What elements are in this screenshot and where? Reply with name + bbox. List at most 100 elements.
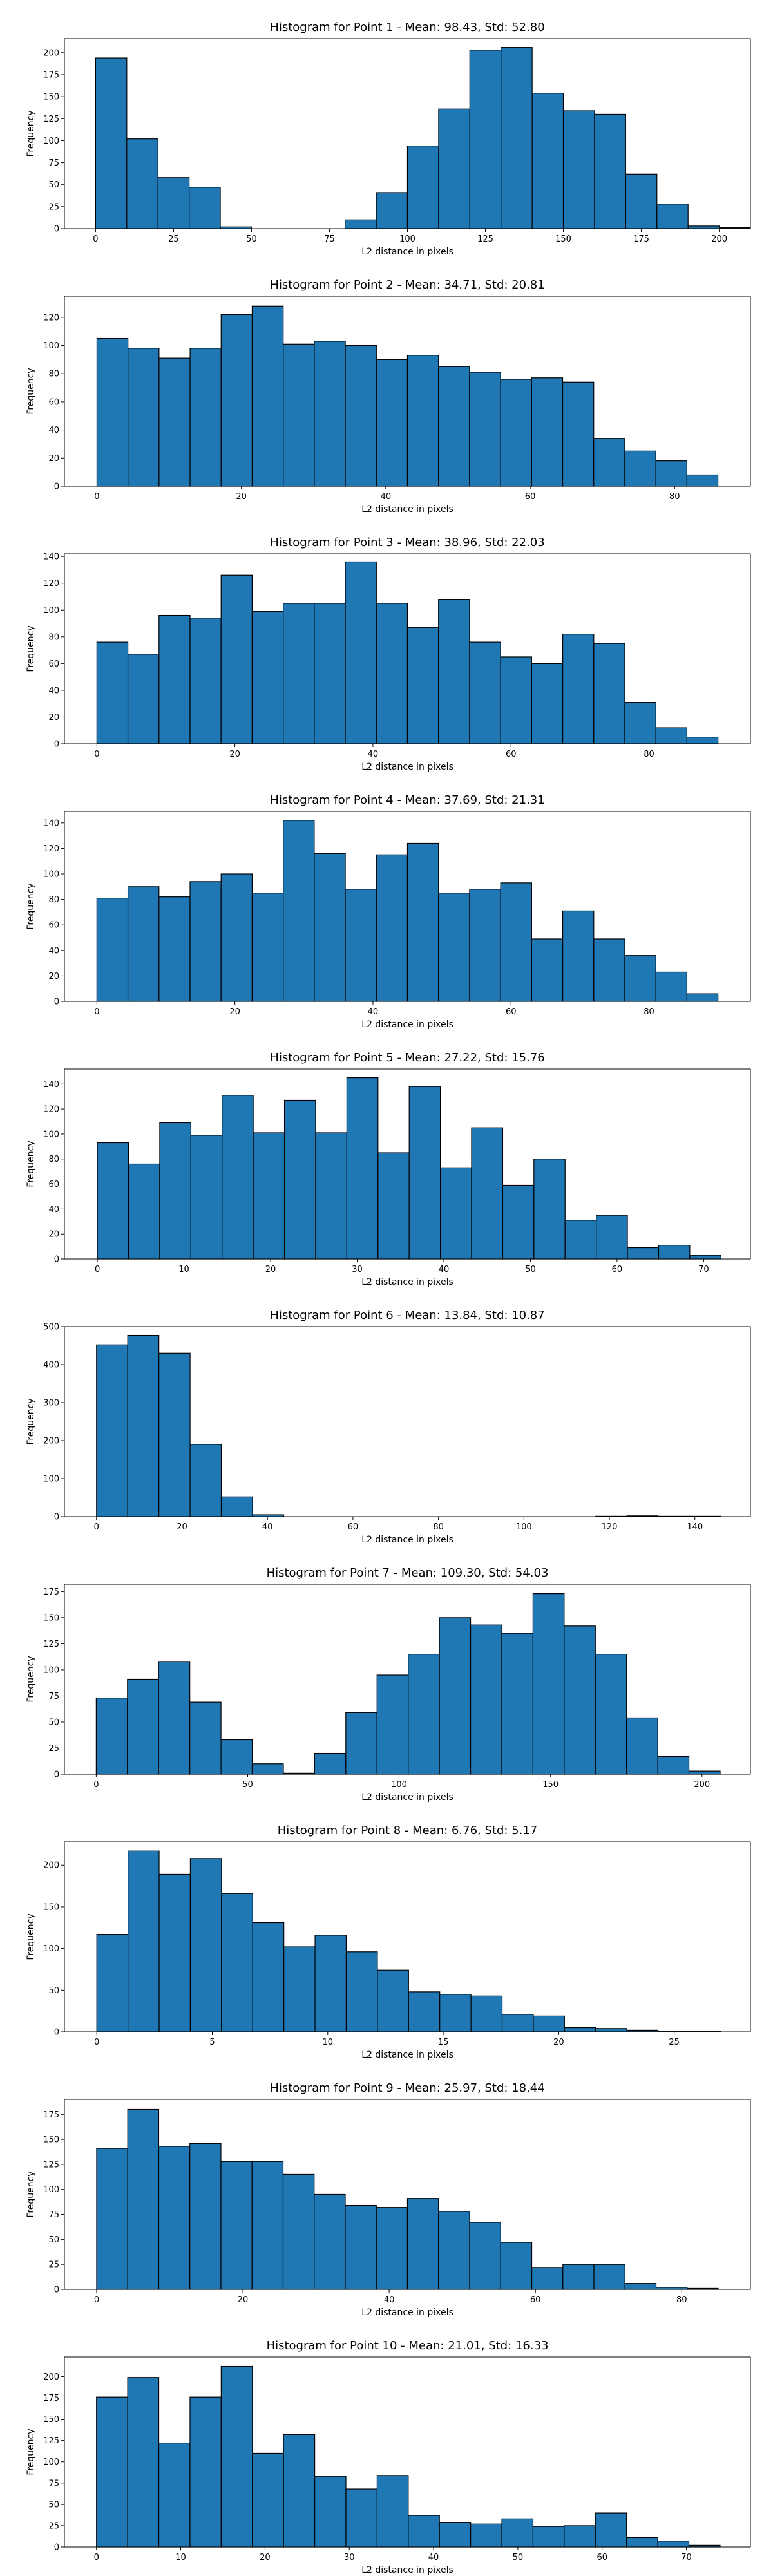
y-tick-label: 150 <box>43 2415 59 2425</box>
histogram-point-9: Histogram for Point 9 - Mean: 25.97, Std… <box>26 2081 751 2318</box>
x-tick-label: 80 <box>433 1522 444 1532</box>
histogram-bar <box>686 993 719 1002</box>
x-axis-label: L2 distance in pixels <box>361 247 453 257</box>
histogram-bar <box>159 1122 191 1260</box>
histogram-bar <box>593 938 625 1002</box>
histogram-bar <box>624 701 656 744</box>
histogram-bar <box>594 113 626 229</box>
x-tick-label: 50 <box>525 1265 536 1274</box>
x-tick-label: 0 <box>94 1522 99 1532</box>
histogram-point-8: Histogram for Point 8 - Mean: 6.76, Std:… <box>26 1824 751 2060</box>
chart-title: Histogram for Point 4 - Mean: 37.69, Std… <box>270 793 544 807</box>
histogram-bar <box>220 873 253 1002</box>
histogram-bar <box>626 2537 658 2548</box>
histogram-bar <box>593 643 625 744</box>
histogram-bar <box>500 656 532 744</box>
x-tick-label: 150 <box>542 1780 558 1790</box>
y-tick-label: 0 <box>54 1255 59 1265</box>
x-tick-label: 100 <box>391 1780 407 1790</box>
histogram-bar <box>562 2264 595 2290</box>
histogram-bar <box>189 1701 222 1775</box>
histogram-bar <box>531 663 564 744</box>
histogram-bar <box>314 2476 347 2548</box>
histogram-bar <box>315 1132 347 1260</box>
histogram-bar <box>408 2515 440 2548</box>
x-axis-label: L2 distance in pixels <box>361 504 453 515</box>
histogram-bar <box>96 1344 128 1517</box>
histogram-bar <box>189 187 221 229</box>
histogram-bar <box>158 357 191 487</box>
x-tick-label: 100 <box>516 1522 532 1532</box>
plot-frame <box>64 1584 751 1775</box>
bars <box>97 1077 721 1260</box>
x-tick-label: 20 <box>177 1522 187 1532</box>
y-tick-label: 40 <box>48 946 59 956</box>
histogram-bar <box>688 1770 721 1775</box>
y-tick-label: 200 <box>43 48 59 58</box>
histogram-bar <box>501 2518 534 2548</box>
x-tick-label: 40 <box>439 1265 450 1274</box>
histogram-point-2: Histogram for Point 2 - Mean: 34.71, Std… <box>26 278 751 515</box>
y-tick-label: 100 <box>43 870 59 880</box>
x-tick-label: 80 <box>644 1007 654 1017</box>
y-tick-label: 60 <box>48 659 59 669</box>
y-tick-label: 125 <box>43 2160 59 2170</box>
x-tick-label: 50 <box>513 2553 524 2562</box>
histogram-bar <box>158 1352 191 1517</box>
histogram-bar <box>283 603 315 744</box>
x-tick-label: 60 <box>506 1007 517 1017</box>
y-tick-label: 100 <box>43 2185 59 2195</box>
x-tick-label: 0 <box>94 750 99 759</box>
histogram-bar <box>439 1167 472 1260</box>
x-tick-label: 75 <box>324 234 335 244</box>
histogram-bar <box>95 57 128 229</box>
x-tick-label: 70 <box>698 1265 709 1274</box>
histogram-bar <box>686 737 719 744</box>
histogram-bar <box>624 2283 657 2290</box>
x-tick-label: 20 <box>265 1265 276 1274</box>
histogram-bar <box>345 1712 377 1775</box>
histogram-bar <box>220 574 253 744</box>
x-tick-label: 70 <box>681 2553 692 2562</box>
y-tick-label: 60 <box>48 1180 59 1189</box>
histogram-bar <box>564 2027 596 2032</box>
x-tick-label: 25 <box>669 2038 680 2047</box>
histogram-bar <box>531 93 564 229</box>
y-tick-label: 175 <box>43 2394 59 2403</box>
y-tick-label: 75 <box>48 2210 59 2220</box>
histogram-bar <box>251 2161 284 2290</box>
histogram-bar <box>562 110 595 229</box>
histogram-bar <box>127 2108 160 2290</box>
y-tick-label: 0 <box>54 2028 59 2038</box>
histogram-bar <box>655 727 688 744</box>
histogram-bar <box>126 138 158 229</box>
x-tick-label: 0 <box>94 2553 99 2562</box>
x-tick-label: 80 <box>676 2295 687 2305</box>
histogram-bar <box>189 618 222 744</box>
histogram-bar <box>500 882 532 1002</box>
histogram-bar <box>533 2015 565 2032</box>
y-tick-label: 80 <box>48 632 59 642</box>
histogram-bar <box>624 450 656 487</box>
y-tick-label: 25 <box>48 2521 59 2531</box>
histogram-bar <box>314 2193 346 2290</box>
chart-title: Histogram for Point 7 - Mean: 109.30, St… <box>267 1566 549 1580</box>
histogram-bar <box>438 366 470 487</box>
x-axis-label: L2 distance in pixels <box>361 762 453 772</box>
histogram-bar <box>96 641 129 744</box>
histogram-bar <box>562 910 595 1002</box>
x-tick-label: 0 <box>94 2295 99 2305</box>
histogram-bar <box>377 1969 409 2032</box>
x-axis-label: L2 distance in pixels <box>361 1019 453 1030</box>
histogram-bar <box>220 2161 253 2290</box>
histogram-bar <box>376 603 408 744</box>
y-tick-label: 100 <box>43 2458 59 2467</box>
histogram-bar <box>564 2525 596 2548</box>
histogram-bar <box>345 889 377 1002</box>
x-tick-label: 50 <box>242 1780 253 1790</box>
histogram-bar <box>655 971 688 1002</box>
y-tick-label: 100 <box>43 137 59 146</box>
y-tick-label: 125 <box>43 115 59 124</box>
bars <box>96 2108 719 2290</box>
histogram-bar <box>128 348 160 487</box>
